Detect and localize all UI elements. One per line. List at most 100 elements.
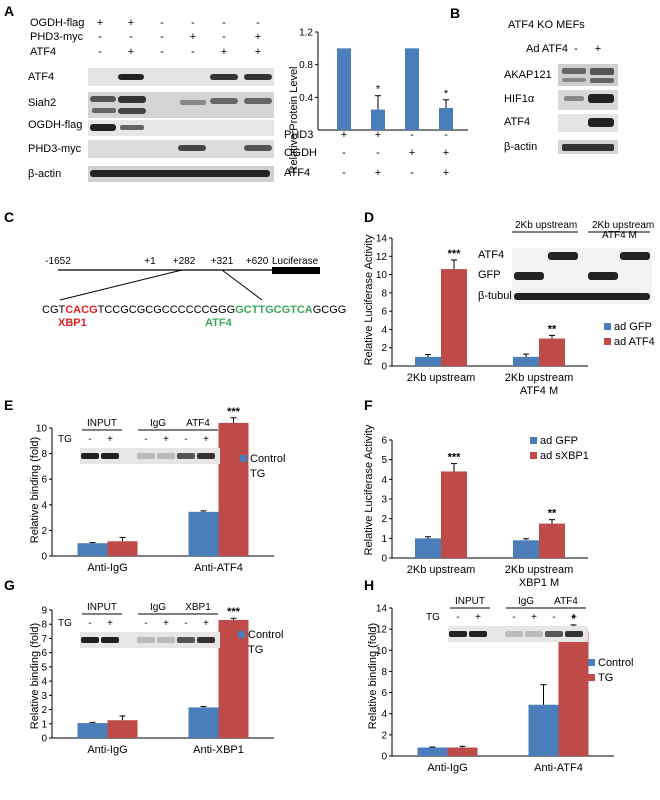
panel-b: ATF4 KO MEFs Ad ATF4 - + AKAP121 HIF1α A… — [504, 19, 618, 154]
y-tick-label: 7 — [41, 634, 47, 645]
tg-sign: - — [88, 618, 91, 629]
blot-strip-siah2 — [88, 92, 274, 118]
inset-header: ATF4 M — [602, 230, 637, 241]
tg-sign: + — [531, 612, 537, 623]
treatment-sign: - — [376, 147, 380, 159]
significance-mark: * — [571, 613, 576, 625]
band — [562, 144, 614, 151]
tg-sign: - — [456, 612, 459, 623]
seq-xbp1-site: CACG — [65, 304, 97, 316]
bar-control — [77, 723, 108, 738]
band — [90, 96, 116, 102]
blot-label-beta-actin: β-actin — [28, 168, 61, 180]
inset-group-label: XBP1 — [185, 602, 211, 613]
x-tick-label: Anti-IgG — [427, 762, 467, 774]
blot-label-akap121: AKAP121 — [504, 69, 552, 81]
legend-swatch — [238, 646, 245, 653]
inset-label-atf4: ATF4 — [478, 249, 504, 261]
inset-group-label: IgG — [150, 602, 166, 613]
y-tick-label: 6 — [41, 648, 47, 659]
blot-strip-ogdh-flag — [88, 120, 274, 136]
y-tick-label: 0.8 — [299, 60, 313, 71]
band — [244, 98, 272, 104]
band — [244, 145, 272, 151]
y-tick-label: 0.4 — [299, 93, 313, 104]
tg-sign: - — [512, 612, 515, 623]
tg-label: TG — [58, 434, 72, 445]
chart-e-ylabel: Relative binding (fold) — [29, 437, 41, 543]
chart-d: Relative Luciferase Activity 0 2 4 6 8 10 12 14… — [363, 220, 655, 397]
treatment-sign: - — [222, 31, 226, 43]
legend-label: ad GFP — [540, 435, 578, 447]
panel-a-treatments: OGDH-flag PHD3-myc ATF4 + + - - - - - - - + - + - + - -… — [30, 17, 274, 63]
legend-swatch — [588, 659, 595, 666]
blot-label-phd3-myc: PHD3-myc — [28, 143, 82, 155]
y-tick-label: 0 — [381, 554, 387, 565]
band — [118, 96, 146, 103]
treatment-sign: + — [97, 17, 103, 29]
treatment-sign: + — [128, 17, 134, 29]
blot-label-hif1a: HIF1α — [504, 93, 535, 105]
bar-tg — [218, 619, 249, 738]
y-tick-label: 10 — [376, 646, 388, 657]
panel-label-g: G — [4, 577, 15, 593]
x-tick-label: 2Kb upstream — [505, 564, 573, 576]
band — [588, 118, 614, 127]
legend-swatch — [238, 631, 245, 638]
bar-ad-gfp — [415, 356, 441, 366]
x-tick-label: Anti-ATF4 — [534, 762, 583, 774]
y-tick-label: 4 — [41, 677, 47, 688]
blot-label-siah2: Siah2 — [28, 97, 56, 109]
blot-label-beta-actin: β-actin — [504, 141, 537, 153]
y-tick-label: 0 — [41, 734, 47, 745]
y-tick-label: 6 — [41, 475, 47, 486]
panel-label-c: C — [4, 209, 14, 225]
bar-ad-gfp — [513, 540, 539, 558]
inset-group-label: INPUT — [87, 602, 117, 613]
treatment-sign: - — [191, 17, 195, 29]
y-tick-label: 4 — [41, 500, 47, 511]
inset-group-label: ATF4 — [554, 596, 578, 607]
bar-control — [188, 511, 219, 556]
chart-h: Relative binding (fold) 0 2 4 6 8 10 12 14 Anti-… — [367, 596, 633, 774]
treatment-sign: + — [375, 167, 381, 179]
band — [197, 453, 215, 459]
seq-middle: TCCGCGCGCCCCCCGGG — [98, 304, 236, 316]
treatment-sign: - — [342, 147, 346, 159]
y-tick-label: 6 — [381, 436, 387, 447]
y-tick-label: 8 — [41, 620, 47, 631]
y-tick-label: 4 — [381, 475, 387, 486]
legend-label: TG — [248, 644, 263, 656]
y-tick-label: 6 — [381, 688, 387, 699]
chart-a-treatment-ogdh: OGDH — [284, 147, 317, 159]
treatment-sign: + — [128, 46, 134, 58]
band — [588, 94, 614, 103]
blot-label-atf4: ATF4 — [504, 116, 530, 128]
bar — [371, 109, 385, 130]
tg-sign: + — [163, 434, 169, 445]
y-tick-label: 8 — [381, 667, 387, 678]
legend-label: ad GFP — [614, 321, 652, 333]
y-tick-label: 8 — [381, 288, 387, 299]
treatment-sign: + — [255, 31, 261, 43]
panel-b-sign: - — [574, 43, 578, 55]
tg-sign: - — [552, 612, 555, 623]
position-label: -1652 — [45, 256, 71, 267]
treatment-sign: + — [190, 31, 196, 43]
legend-label: TG — [598, 672, 613, 684]
band — [565, 631, 583, 637]
band — [562, 68, 586, 74]
treatment-sign: + — [443, 147, 449, 159]
bar-ad-sxbp1 — [441, 471, 467, 558]
y-tick-label: 2 — [381, 730, 387, 741]
legend-label: TG — [250, 468, 265, 480]
x-tick-label: Anti-XBP1 — [193, 744, 244, 756]
band — [449, 631, 467, 637]
panel-b-title: ATF4 KO MEFs — [508, 19, 585, 31]
inset-group-label: IgG — [150, 418, 166, 429]
inset-header: 2Kb upstream — [592, 220, 654, 231]
position-label: +620 — [246, 256, 269, 267]
band — [588, 272, 618, 280]
bar-control — [77, 543, 108, 556]
